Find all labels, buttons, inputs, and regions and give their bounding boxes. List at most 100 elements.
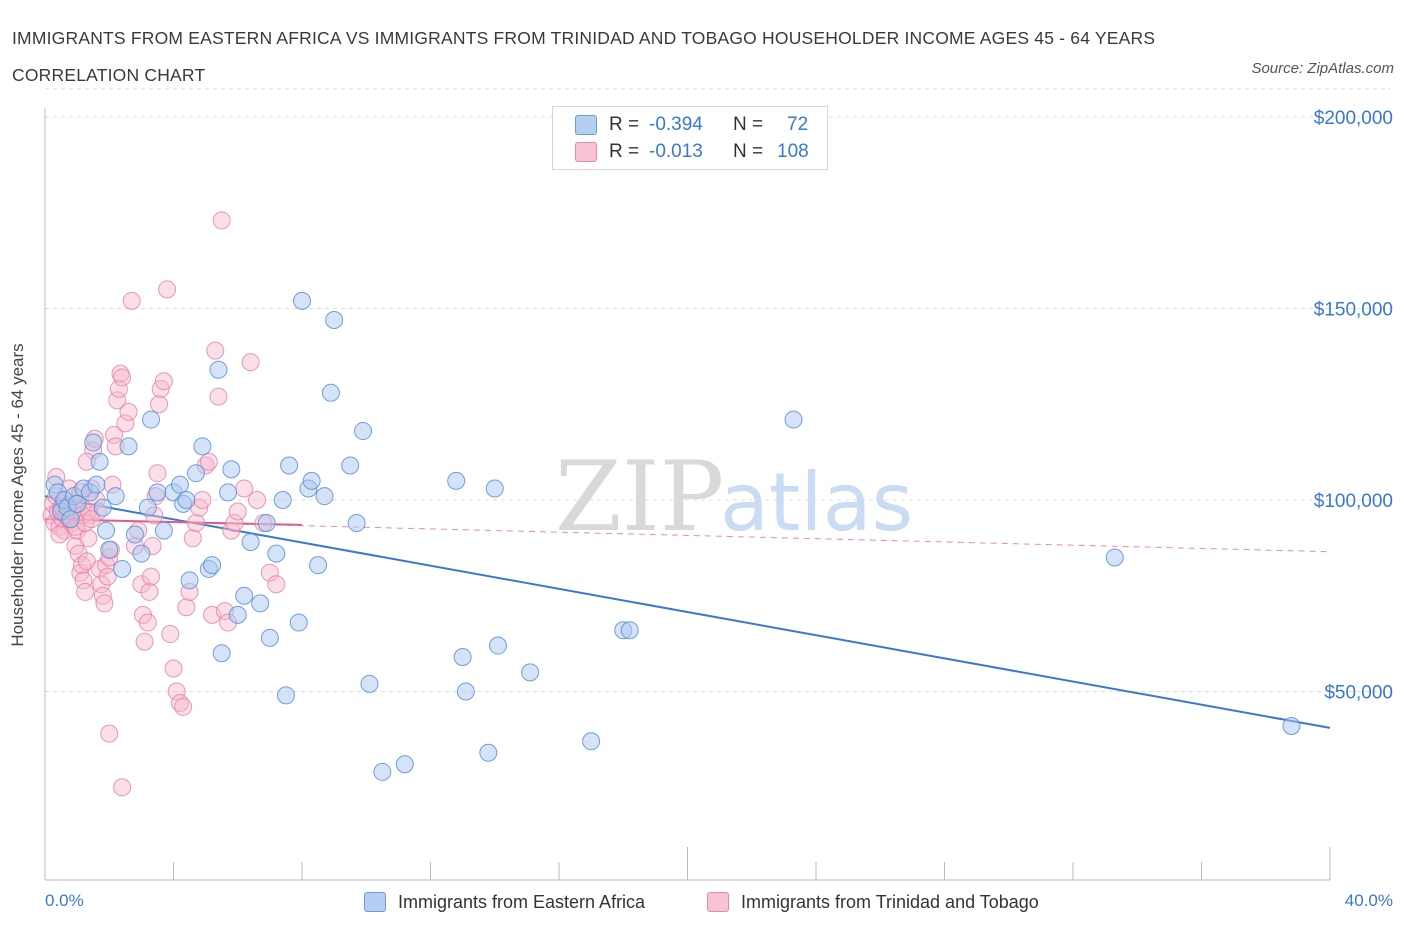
point-trinidad (113, 778, 132, 797)
legend-item-eastern-africa[interactable]: Immigrants from Eastern Africa (364, 889, 645, 915)
point-trinidad (183, 529, 202, 548)
point-trinidad (140, 582, 159, 601)
point-eastern-africa (325, 310, 344, 329)
point-trinidad (209, 387, 228, 406)
point-eastern-africa (170, 475, 189, 494)
point-eastern-africa (93, 498, 112, 517)
point-trinidad (116, 414, 135, 433)
point-trinidad (241, 353, 260, 372)
n-label: N = (733, 114, 764, 135)
point-eastern-africa (456, 682, 475, 701)
point-eastern-africa (138, 498, 157, 517)
point-eastern-africa (106, 487, 125, 506)
point-eastern-africa (193, 437, 212, 456)
point-eastern-africa (354, 422, 373, 441)
point-eastern-africa (315, 487, 334, 506)
point-eastern-africa (321, 383, 340, 402)
point-eastern-africa (784, 410, 803, 429)
legend-swatch-pink (707, 892, 729, 912)
stats-row-eastern-africa: R = -0.394 N = 72 (575, 113, 808, 137)
point-eastern-africa (260, 628, 279, 647)
point-eastern-africa (302, 471, 321, 490)
stats-row-trinidad: R = -0.013 N = 108 (575, 140, 809, 164)
point-eastern-africa (582, 732, 601, 751)
point-eastern-africa (142, 410, 161, 429)
point-eastern-africa (1282, 716, 1301, 735)
point-trinidad (79, 529, 98, 548)
stats-legend: R = -0.394 N = 72 R = -0.013 N = 108 (552, 106, 828, 170)
data-points (42, 211, 1301, 797)
point-eastern-africa (100, 540, 119, 559)
point-trinidad (100, 724, 119, 743)
legend-swatch-blue (364, 892, 386, 912)
point-trinidad (225, 513, 244, 532)
point-eastern-africa (521, 663, 540, 682)
y-tick-label: $100,000 (1314, 491, 1393, 512)
point-eastern-africa (485, 479, 504, 498)
blue-swatch (575, 115, 597, 135)
point-eastern-africa (235, 586, 254, 605)
legend-item-trinidad[interactable]: Immigrants from Trinidad and Tobago (707, 889, 1039, 915)
point-trinidad (260, 563, 279, 582)
point-trinidad (199, 452, 218, 471)
point-eastern-africa (212, 644, 231, 663)
legend-label: Immigrants from Trinidad and Tobago (741, 891, 1039, 912)
point-eastern-africa (360, 674, 379, 693)
point-trinidad (74, 571, 93, 590)
point-eastern-africa (87, 475, 106, 494)
point-trinidad (122, 291, 141, 310)
point-trinidad (98, 567, 117, 586)
point-trinidad (119, 402, 138, 421)
point-trinidad (142, 567, 161, 586)
point-trinidad (150, 395, 169, 414)
n-label: N = (733, 141, 764, 162)
point-eastern-africa (219, 483, 238, 502)
n-value: 108 (777, 141, 809, 162)
point-trinidad (167, 682, 186, 701)
point-trinidad (186, 513, 205, 532)
chart-title: IMMIGRANTS FROM EASTERN AFRICA VS IMMIGR… (12, 28, 1156, 85)
point-eastern-africa (488, 636, 507, 655)
point-trinidad (92, 575, 111, 594)
point-eastern-africa (148, 483, 167, 502)
point-eastern-africa (209, 360, 228, 379)
point-eastern-africa (61, 510, 80, 529)
y-tick-label: $150,000 (1314, 300, 1393, 321)
point-trinidad (154, 372, 173, 391)
r-label: R = (609, 114, 640, 135)
point-eastern-africa (447, 471, 466, 490)
point-eastern-africa (341, 456, 360, 475)
point-eastern-africa (276, 686, 295, 705)
point-trinidad (50, 525, 69, 544)
point-eastern-africa (203, 556, 222, 575)
point-trinidad (206, 341, 225, 360)
source-label: Source: ZipAtlas.com (1251, 60, 1394, 77)
point-eastern-africa (267, 544, 286, 563)
point-eastern-africa (84, 433, 103, 452)
point-trinidad (228, 502, 247, 521)
point-trinidad (76, 582, 95, 601)
point-eastern-africa (280, 456, 299, 475)
point-eastern-africa (241, 533, 260, 552)
y-axis-label: Householder Income Ages 45 - 64 years (8, 343, 27, 647)
point-eastern-africa (309, 556, 328, 575)
point-eastern-africa (1105, 548, 1124, 567)
trend-line-eastern-africa (44, 495, 1331, 729)
point-trinidad (93, 586, 112, 605)
x-tick-label-max: 40.0% (1344, 891, 1393, 910)
r-value: -0.013 (649, 141, 703, 162)
point-eastern-africa (222, 460, 241, 479)
n-value: 72 (787, 114, 809, 135)
point-eastern-africa (154, 521, 173, 540)
point-eastern-africa (132, 544, 151, 563)
point-eastern-africa (620, 621, 639, 640)
point-trinidad (105, 425, 124, 444)
point-eastern-africa (177, 491, 196, 509)
point-eastern-africa (273, 491, 292, 509)
point-eastern-africa (97, 521, 116, 540)
r-label: R = (609, 141, 640, 162)
y-tick-label: $50,000 (1324, 683, 1393, 704)
y-tick-label: $200,000 (1314, 108, 1393, 129)
point-trinidad (82, 510, 101, 529)
